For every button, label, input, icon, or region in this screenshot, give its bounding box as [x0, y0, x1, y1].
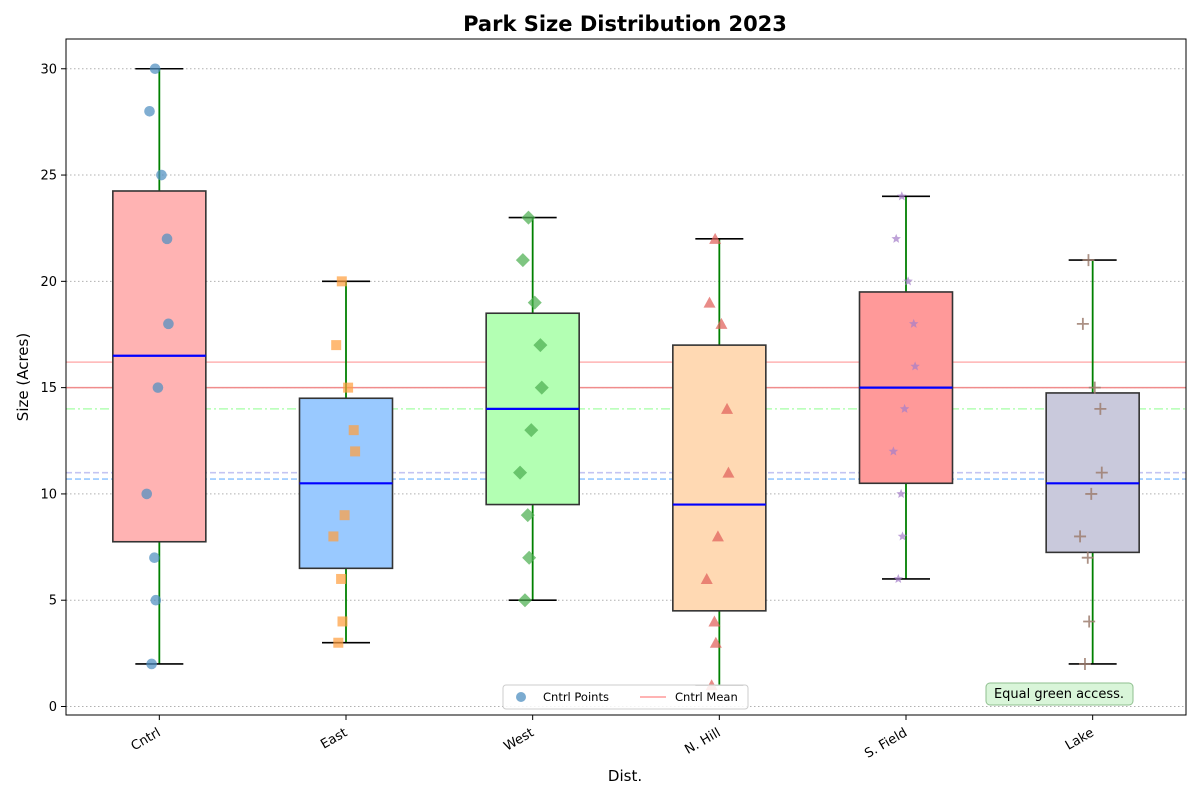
- point-cntrl-1: [144, 105, 155, 117]
- scatter-points: [141, 63, 1108, 691]
- point-s-field-7: [896, 488, 906, 498]
- point-cntrl-3: [161, 233, 173, 245]
- point-s-field-1: [891, 233, 901, 243]
- box-series: [112, 67, 1140, 687]
- mean-lines: [66, 361, 1186, 480]
- point-east-0: [336, 276, 347, 287]
- point-cntrl-6: [141, 488, 153, 500]
- point-lake-0: [1082, 254, 1095, 267]
- point-cntrl-4: [163, 318, 174, 330]
- legend-label-cntrl-points: Cntrl Points: [543, 690, 609, 704]
- point-cntrl-8: [150, 594, 162, 606]
- point-s-field-4: [910, 361, 920, 371]
- point-lake-1: [1076, 317, 1089, 330]
- point-n-hill-4: [722, 466, 735, 478]
- point-lake-9: [1078, 657, 1091, 670]
- point-s-field-2: [903, 276, 913, 286]
- point-s-field-0: [897, 191, 907, 201]
- point-lake-3: [1094, 402, 1107, 415]
- legend-marker-cntrl-points: [516, 692, 526, 702]
- point-cntrl-2: [156, 169, 167, 181]
- point-n-hill-1: [703, 296, 716, 308]
- y-tick-label-10: 10: [40, 487, 57, 502]
- point-lake-4: [1095, 466, 1108, 479]
- point-east-5: [339, 510, 350, 521]
- box-group-west: [485, 216, 580, 602]
- point-west-3: [533, 338, 548, 353]
- point-west-7: [520, 508, 535, 523]
- point-s-field-6: [888, 446, 899, 456]
- annotation-text: Equal green access.: [994, 687, 1124, 702]
- point-west-6: [513, 465, 528, 480]
- point-s-field-9: [893, 573, 904, 583]
- point-s-field-8: [897, 531, 908, 541]
- legend-label-cntrl-mean: Cntrl Mean: [675, 690, 738, 704]
- box-lake: [1045, 392, 1140, 554]
- point-west-2: [527, 295, 542, 310]
- box-group-n-hill: [672, 238, 767, 687]
- point-n-hill-8: [709, 636, 722, 648]
- point-n-hill-3: [721, 402, 734, 414]
- point-lake-6: [1074, 530, 1087, 543]
- point-east-7: [336, 573, 347, 584]
- y-axis: 0 5 10 15 20 25 30: [40, 62, 66, 715]
- point-n-hill-5: [711, 530, 724, 542]
- y-tick-label-0: 0: [49, 700, 57, 715]
- point-lake-8: [1083, 615, 1096, 628]
- point-cntrl-5: [152, 382, 164, 393]
- point-s-field-5: [899, 403, 910, 413]
- box-group-lake: [1045, 259, 1140, 665]
- point-west-1: [515, 253, 530, 268]
- y-tick-label-15: 15: [40, 381, 57, 396]
- y-axis-title: Size (Acres): [14, 333, 32, 421]
- box-group-east: [298, 280, 394, 644]
- legend-box: [502, 684, 749, 710]
- point-s-field-3: [908, 318, 919, 328]
- point-cntrl-0: [149, 63, 161, 75]
- point-cntrl-9: [146, 658, 157, 670]
- point-west-4: [534, 380, 549, 395]
- point-cntrl-7: [149, 552, 160, 563]
- point-lake-2: [1088, 381, 1101, 394]
- box-group-s-field: [858, 195, 954, 580]
- point-west-0: [521, 210, 536, 225]
- point-n-hill-6: [700, 572, 713, 584]
- legend: Cntrl Points Cntrl Mean: [502, 684, 749, 710]
- box-n-hill: [672, 344, 767, 612]
- y-tick-label-5: 5: [49, 594, 57, 609]
- chart-title: Park Size Distribution 2023: [463, 12, 787, 36]
- point-west-5: [524, 423, 539, 438]
- point-east-4: [350, 446, 361, 457]
- annotation-background: [985, 682, 1134, 706]
- annotation-box: Equal green access.: [985, 682, 1134, 706]
- point-east-6: [328, 531, 339, 542]
- point-west-8: [522, 550, 537, 565]
- x-axis-title: Dist.: [608, 767, 642, 785]
- point-east-2: [343, 382, 354, 393]
- point-lake-7: [1081, 551, 1094, 564]
- point-n-hill-2: [715, 317, 728, 329]
- point-n-hill-7: [708, 615, 721, 627]
- point-lake-5: [1085, 487, 1098, 500]
- point-east-3: [348, 425, 359, 436]
- point-east-8: [337, 616, 348, 627]
- point-west-9: [517, 593, 532, 608]
- box-cntrl: [112, 190, 207, 543]
- y-tick-label-25: 25: [40, 169, 57, 184]
- plot-area-frame: [65, 38, 1187, 716]
- y-tick-label-30: 30: [40, 62, 57, 77]
- point-n-hill-0: [709, 232, 722, 244]
- point-east-9: [333, 637, 344, 648]
- y-tick-label-20: 20: [40, 275, 57, 290]
- point-east-1: [331, 340, 342, 351]
